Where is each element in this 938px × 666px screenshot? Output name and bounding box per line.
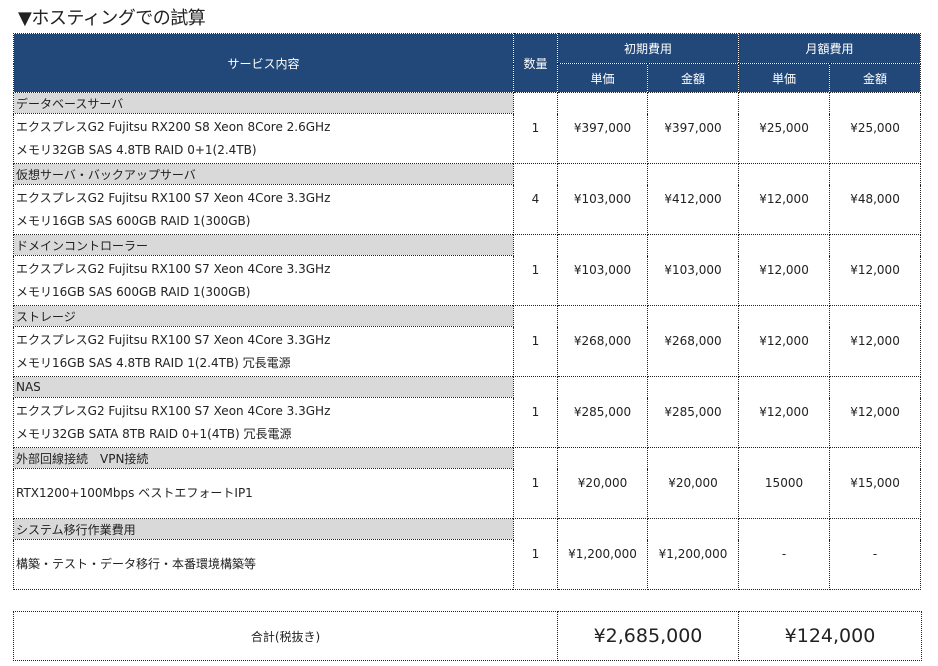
item-month-unit: ¥12,000 xyxy=(738,234,831,306)
item-qty: 1 xyxy=(513,305,558,377)
item-init-unit: ¥285,000 xyxy=(557,376,648,448)
item-category: データベースサーバ xyxy=(13,92,514,114)
item-init-unit: ¥103,000 xyxy=(557,234,648,306)
item-row: ストレージ 1 ¥268,000 ¥268,000 ¥12,000 ¥12,000 xyxy=(13,305,922,377)
item-init-unit: ¥397,000 xyxy=(557,92,648,164)
item-init-unit: ¥1,200,000 xyxy=(557,518,648,590)
item-details: 構築・テスト・データ移行・本番環境構築等 xyxy=(13,539,514,590)
item-month-unit: ¥25,000 xyxy=(738,92,831,164)
item-row: ドメインコントローラー 1 ¥103,000 ¥103,000 ¥12,000 ¥12,0… xyxy=(13,234,922,306)
item-qty: 1 xyxy=(513,234,558,306)
total-label: 合計(税抜き) xyxy=(13,611,558,661)
item-init-amount: ¥20,000 xyxy=(646,447,740,519)
item-month-amount: ¥48,000 xyxy=(829,163,922,235)
item-month-unit: 15000 xyxy=(738,447,831,519)
header-monthly-unit: 単価 xyxy=(738,63,831,93)
item-row: データベースサーバ 1 ¥397,000 ¥397,000 ¥25,000 ¥25,000 xyxy=(13,92,922,164)
item-init-amount: ¥1,200,000 xyxy=(646,518,740,590)
item-qty: 1 xyxy=(513,376,558,448)
item-init-amount: ¥412,000 xyxy=(646,163,740,235)
total-initial: ¥2,685,000 xyxy=(557,611,739,661)
item-row: 仮想サーバ・バックアップサーバ 4 ¥103,000 ¥412,000 ¥12,000 ¥… xyxy=(13,163,922,235)
item-month-amount: - xyxy=(829,518,922,590)
item-category: 外部回線接続 VPN接続 xyxy=(13,447,514,469)
item-detail-line: RTX1200+100Mbps ベストエフォートIP1 xyxy=(16,486,253,500)
item-month-unit: ¥12,000 xyxy=(738,305,831,377)
item-detail-line: エクスプレスG2 Fujitsu RX200 S8 Xeon 8Core 2.6… xyxy=(16,119,331,134)
item-details: エクスプレスG2 Fujitsu RX100 S7 Xeon 4Core 3.3… xyxy=(13,184,514,235)
item-qty: 1 xyxy=(513,518,558,590)
item-init-amount: ¥285,000 xyxy=(646,376,740,448)
item-details: エクスプレスG2 Fujitsu RX100 S7 Xeon 4Core 3.3… xyxy=(13,397,514,448)
item-detail-line: エクスプレスG2 Fujitsu RX100 S7 Xeon 4Core 3.3… xyxy=(16,261,331,276)
item-detail-line: メモリ32GB SATA 8TB RAID 0+1(4TB) 冗長電源 xyxy=(16,426,292,441)
item-month-unit: - xyxy=(738,518,831,590)
item-detail-line: 構築・テスト・データ移行・本番環境構築等 xyxy=(16,557,257,571)
item-init-amount: ¥397,000 xyxy=(646,92,740,164)
header-initial: 初期費用 xyxy=(556,33,740,64)
item-category: システム移行作業費用 xyxy=(13,518,514,540)
section-title: ▼ホスティングでの試算 xyxy=(18,8,206,29)
item-row: 外部回線接続 VPN接続 1 ¥20,000 ¥20,000 15000 ¥15,000 xyxy=(13,447,922,519)
item-month-amount: ¥25,000 xyxy=(829,92,922,164)
item-details: エクスプレスG2 Fujitsu RX200 S8 Xeon 8Core 2.6… xyxy=(13,113,514,164)
item-detail-line: メモリ16GB SAS 600GB RAID 1(300GB) xyxy=(16,213,251,228)
item-month-amount: ¥15,000 xyxy=(829,447,922,519)
item-category: ドメインコントローラー xyxy=(13,234,514,256)
item-init-unit: ¥20,000 xyxy=(557,447,648,519)
header-qty: 数量 xyxy=(513,33,558,93)
item-month-unit: ¥12,000 xyxy=(738,376,831,448)
item-month-amount: ¥12,000 xyxy=(829,234,922,306)
item-month-amount: ¥12,000 xyxy=(829,376,922,448)
header-monthly: 月額費用 xyxy=(738,33,922,64)
item-details: エクスプレスG2 Fujitsu RX100 S7 Xeon 4Core 3.3… xyxy=(13,255,514,306)
item-init-unit: ¥103,000 xyxy=(557,163,648,235)
header-service: サービス内容 xyxy=(13,33,514,93)
item-category: NAS xyxy=(13,376,514,398)
item-month-unit: ¥12,000 xyxy=(738,163,831,235)
item-qty: 1 xyxy=(513,447,558,519)
item-details: エクスプレスG2 Fujitsu RX100 S7 Xeon 4Core 3.3… xyxy=(13,326,514,377)
item-detail-line: エクスプレスG2 Fujitsu RX100 S7 Xeon 4Core 3.3… xyxy=(16,190,331,205)
item-row: システム移行作業費用 1 ¥1,200,000 ¥1,200,000- - xyxy=(13,518,922,590)
item-detail-line: エクスプレスG2 Fujitsu RX100 S7 Xeon 4Core 3.3… xyxy=(16,332,331,347)
header-initial-amount: 金額 xyxy=(646,63,740,93)
item-detail-line: エクスプレスG2 Fujitsu RX100 S7 Xeon 4Core 3.3… xyxy=(16,403,331,418)
item-detail-line: メモリ32GB SAS 4.8TB RAID 0+1(2.4TB) xyxy=(16,142,257,157)
item-qty: 1 xyxy=(513,92,558,164)
item-row: NAS 1 ¥285,000 ¥285,000 ¥12,000 ¥12,000 xyxy=(13,376,922,448)
item-init-amount: ¥103,000 xyxy=(646,234,740,306)
estimate-table: サービス内容 数量 初期費用 月額費用 単価 金額 単価 金額 データベースサー… xyxy=(13,33,922,590)
item-detail-line: メモリ16GB SAS 4.8TB RAID 1(2.4TB) 冗長電源 xyxy=(16,355,291,370)
header-monthly-amount: 金額 xyxy=(829,63,922,93)
item-init-amount: ¥268,000 xyxy=(646,305,740,377)
item-category: 仮想サーバ・バックアップサーバ xyxy=(13,163,514,185)
item-qty: 4 xyxy=(513,163,558,235)
item-init-unit: ¥268,000 xyxy=(557,305,648,377)
item-month-amount: ¥12,000 xyxy=(829,305,922,377)
total-table: 合計(税抜き) ¥2,685,000 ¥124,000 xyxy=(13,611,922,661)
total-monthly: ¥124,000 xyxy=(738,611,922,661)
item-details: RTX1200+100Mbps ベストエフォートIP1 xyxy=(13,468,514,519)
item-detail-line: メモリ16GB SAS 600GB RAID 1(300GB) xyxy=(16,284,251,299)
item-category: ストレージ xyxy=(13,305,514,327)
header-initial-unit: 単価 xyxy=(557,63,648,93)
